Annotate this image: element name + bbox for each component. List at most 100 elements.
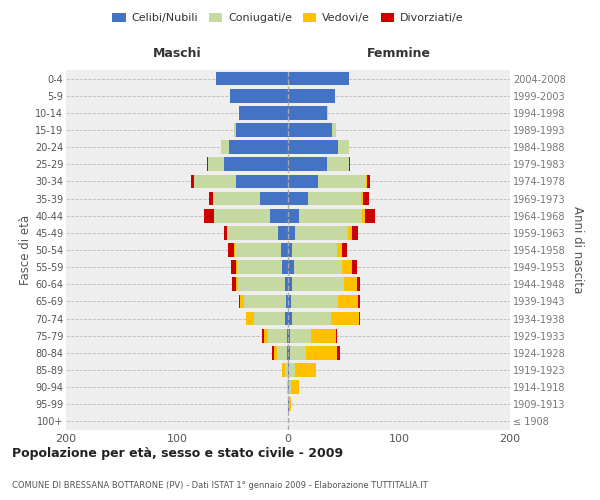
Bar: [367, 174, 370, 188]
Bar: [288, 380, 289, 394]
Bar: [208, 158, 224, 171]
Bar: [228, 243, 233, 257]
Bar: [288, 398, 289, 411]
Bar: [332, 123, 336, 137]
Bar: [299, 209, 362, 222]
Y-axis label: Fasce di età: Fasce di età: [19, 215, 32, 285]
Bar: [352, 260, 357, 274]
Bar: [246, 312, 254, 326]
Bar: [270, 209, 288, 222]
Bar: [343, 243, 347, 257]
Bar: [288, 106, 327, 120]
Bar: [229, 140, 288, 154]
Bar: [292, 294, 338, 308]
Bar: [283, 260, 288, 274]
Bar: [343, 278, 357, 291]
Bar: [289, 380, 292, 394]
Bar: [272, 346, 274, 360]
Bar: [288, 72, 349, 86]
Bar: [283, 363, 284, 377]
Bar: [278, 226, 288, 239]
Bar: [239, 294, 240, 308]
Bar: [216, 72, 288, 86]
Bar: [357, 278, 360, 291]
Y-axis label: Anni di nascita: Anni di nascita: [571, 206, 584, 294]
Bar: [238, 278, 284, 291]
Bar: [318, 174, 366, 188]
Bar: [292, 380, 299, 394]
Bar: [287, 346, 288, 360]
Bar: [288, 312, 292, 326]
Bar: [361, 192, 364, 205]
Bar: [338, 140, 349, 154]
Bar: [232, 278, 236, 291]
Bar: [244, 294, 286, 308]
Bar: [274, 346, 277, 360]
Bar: [288, 329, 290, 342]
Bar: [311, 329, 336, 342]
Text: Femmine: Femmine: [367, 46, 431, 60]
Bar: [337, 346, 340, 360]
Bar: [224, 158, 288, 171]
Bar: [284, 312, 288, 326]
Bar: [268, 329, 287, 342]
Bar: [366, 174, 367, 188]
Bar: [288, 363, 289, 377]
Bar: [212, 192, 260, 205]
Bar: [288, 209, 299, 222]
Bar: [290, 329, 311, 342]
Bar: [295, 363, 316, 377]
Bar: [358, 294, 360, 308]
Bar: [233, 123, 236, 137]
Bar: [262, 329, 263, 342]
Bar: [290, 346, 306, 360]
Bar: [365, 209, 374, 222]
Bar: [281, 243, 288, 257]
Bar: [288, 140, 338, 154]
Legend: Celibi/Nubili, Coniugati/e, Vedovi/e, Divorziati/e: Celibi/Nubili, Coniugati/e, Vedovi/e, Di…: [108, 8, 468, 28]
Bar: [288, 174, 318, 188]
Bar: [288, 192, 308, 205]
Bar: [338, 294, 358, 308]
Bar: [194, 174, 236, 188]
Bar: [287, 380, 288, 394]
Bar: [308, 192, 361, 205]
Bar: [287, 329, 288, 342]
Bar: [237, 260, 283, 274]
Text: Popolazione per età, sesso e stato civile - 2009: Popolazione per età, sesso e stato civil…: [12, 448, 343, 460]
Bar: [288, 346, 290, 360]
Bar: [221, 140, 229, 154]
Bar: [364, 192, 369, 205]
Text: COMUNE DI BRESSANA BOTTARONE (PV) - Dati ISTAT 1° gennaio 2009 - Elaborazione TU: COMUNE DI BRESSANA BOTTARONE (PV) - Dati…: [12, 480, 428, 490]
Bar: [343, 260, 352, 274]
Bar: [288, 158, 327, 171]
Bar: [284, 278, 288, 291]
Bar: [286, 294, 288, 308]
Bar: [236, 278, 238, 291]
Bar: [233, 243, 235, 257]
Bar: [235, 243, 281, 257]
Bar: [288, 226, 295, 239]
Bar: [352, 226, 358, 239]
Bar: [288, 260, 293, 274]
Bar: [362, 209, 365, 222]
Bar: [288, 243, 292, 257]
Bar: [292, 312, 331, 326]
Bar: [331, 312, 359, 326]
Bar: [293, 260, 343, 274]
Bar: [236, 123, 288, 137]
Bar: [227, 226, 278, 239]
Bar: [232, 260, 236, 274]
Bar: [207, 158, 208, 171]
Bar: [224, 226, 227, 239]
Bar: [327, 158, 349, 171]
Bar: [191, 174, 194, 188]
Bar: [236, 174, 288, 188]
Bar: [288, 89, 335, 102]
Bar: [240, 294, 244, 308]
Bar: [292, 243, 337, 257]
Bar: [348, 226, 352, 239]
Bar: [288, 294, 292, 308]
Bar: [239, 106, 288, 120]
Bar: [349, 158, 350, 171]
